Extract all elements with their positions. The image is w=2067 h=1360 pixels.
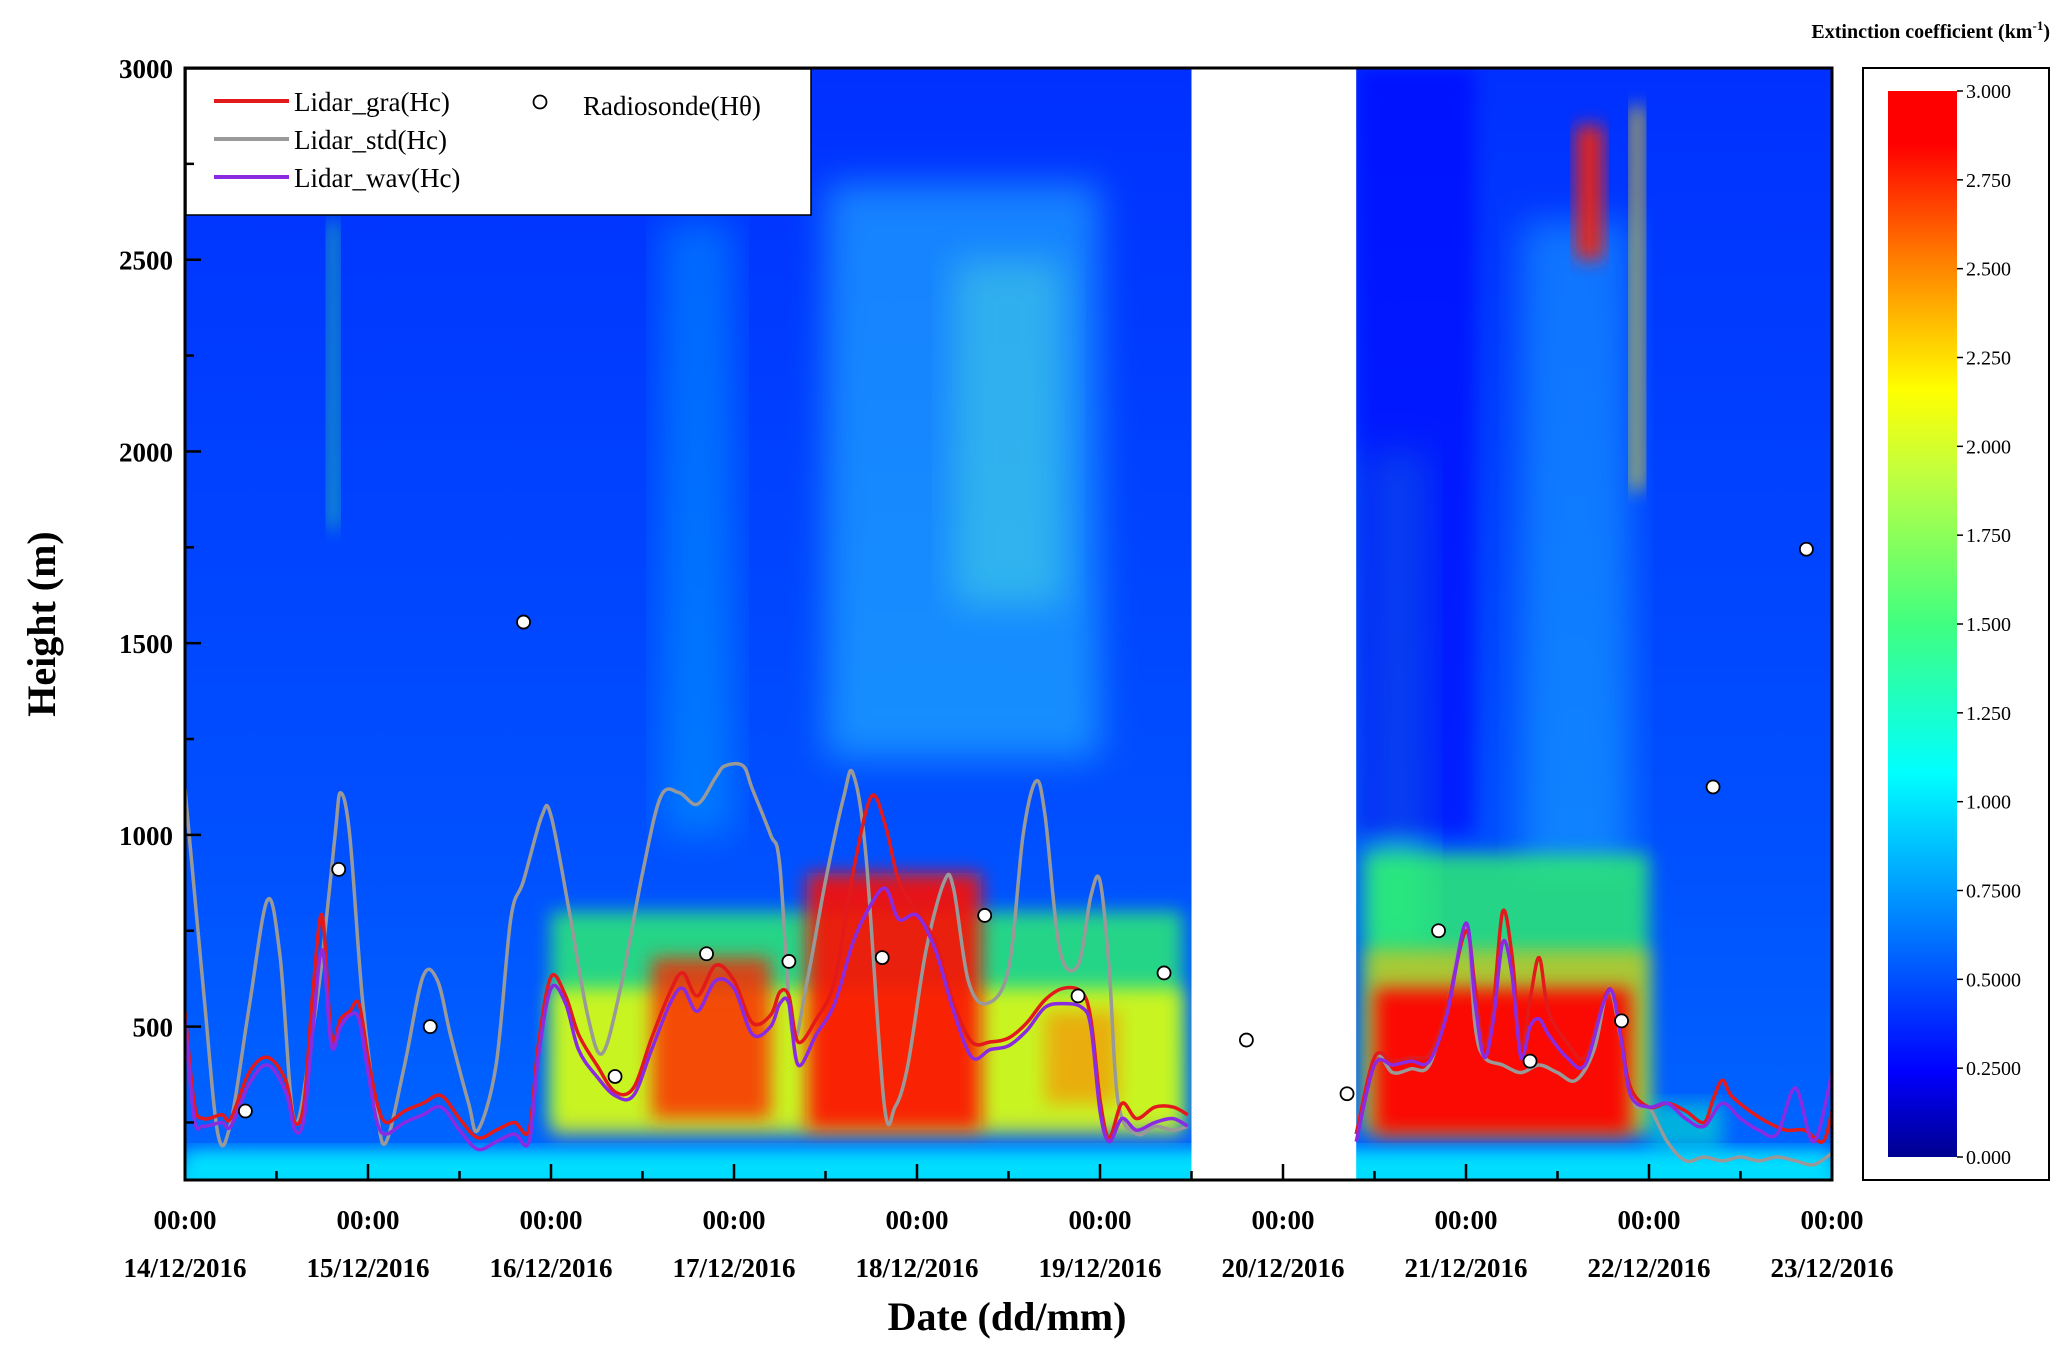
radiosonde-point — [1798, 541, 1814, 557]
plot-area — [183, 66, 1834, 1182]
x-tick-time: 00:00 — [886, 1205, 949, 1235]
x-tick-time: 00:00 — [1069, 1205, 1132, 1235]
colorbar-tick-label: 2.500 — [1966, 259, 2011, 281]
heatmap-region — [651, 957, 771, 1119]
x-tick-date: 15/12/2016 — [306, 1253, 429, 1283]
data-gap — [1191, 68, 1357, 1180]
colorbar-tick-label: 3.000 — [1966, 81, 2011, 103]
legend-swatch — [532, 94, 548, 110]
x-axis: 00:00 14/12/2016 00:00 15/12/2016 00:00 16/12… — [123, 1164, 1894, 1283]
colorbar-tick-label: 1.500 — [1966, 614, 2011, 636]
colorbar-title: Extinction coefficient (km-1) — [1811, 18, 2050, 43]
y-tick-label: 2000 — [119, 437, 173, 467]
radiosonde-point — [977, 908, 993, 923]
radiosonde-point — [874, 950, 890, 965]
series-line — [1354, 921, 1832, 1144]
heatmap-region — [1630, 106, 1644, 490]
heatmap-region — [1520, 221, 1631, 874]
colorbar-tick-label: 1.000 — [1966, 792, 2011, 814]
legend-label: Radiosonde(Hθ) — [583, 91, 761, 121]
legend-label: Lidar_gra(Hc) — [294, 87, 450, 117]
colorbar-tick-label: 0.2500 — [1966, 1058, 2021, 1080]
heatmap-region — [953, 259, 1064, 605]
radiosonde-point — [699, 946, 714, 962]
x-tick-time: 00:00 — [703, 1205, 766, 1235]
x-tick-date: 19/12/2016 — [1038, 1253, 1161, 1283]
legend-label: Lidar_wav(Hc) — [294, 163, 460, 193]
series-line — [185, 793, 1189, 1140]
x-tick-time: 00:00 — [1801, 1205, 1864, 1235]
radiosonde-point — [607, 1069, 623, 1084]
legend: Lidar_gra(Hc) Lidar_std(Hc) Lidar_wav(Hc) R… — [185, 68, 812, 216]
radiosonde-point — [1239, 1032, 1254, 1048]
heatmap-background — [185, 68, 1832, 1180]
gap-region — [1191, 68, 1357, 1180]
x-tick-time: 00:00 — [520, 1205, 583, 1235]
colorbar-tick-label: 0.5000 — [1966, 969, 2021, 991]
y-tick-label: 3000 — [119, 54, 173, 84]
heatmap-region — [1575, 125, 1604, 260]
series-line — [185, 886, 1189, 1152]
x-tick-date: 23/12/2016 — [1770, 1253, 1893, 1283]
colorbar-tick-label: 2.250 — [1966, 348, 2011, 370]
x-tick-date: 17/12/2016 — [672, 1253, 795, 1283]
colorbar-tick-label: 0.000 — [1966, 1147, 2011, 1169]
radiosonde-point — [516, 614, 531, 630]
colorbar-tick-label: 0.7500 — [1966, 881, 2021, 903]
x-tick-time: 00:00 — [1252, 1205, 1315, 1235]
colorbar: Extinction coefficient (km-1) 3.000 2.750… — [1811, 18, 2050, 1181]
legend-label: Lidar_std(Hc) — [294, 125, 447, 155]
radiosonde-points — [237, 541, 1814, 1119]
colorbar-tick-label: 2.000 — [1966, 436, 2011, 458]
x-tick-date: 16/12/2016 — [489, 1253, 612, 1283]
radiosonde-point — [422, 1019, 438, 1035]
y-tick-label: 1000 — [119, 821, 173, 851]
radiosonde-point — [1614, 1013, 1629, 1029]
x-tick-time: 00:00 — [1618, 1205, 1681, 1235]
radiosonde-point — [1705, 779, 1721, 795]
series-lines — [185, 761, 1832, 1167]
x-axis-label: Date (dd/mm) — [888, 1294, 1127, 1339]
radiosonde-point — [1522, 1053, 1538, 1069]
radiosonde-point — [237, 1103, 253, 1119]
colorbar-tick-label: 1.750 — [1966, 525, 2011, 547]
x-tick-time: 00:00 — [1435, 1205, 1498, 1235]
y-tick-label: 2500 — [119, 246, 173, 276]
radiosonde-point — [331, 862, 347, 877]
colorbar-tick-label: 1.250 — [1966, 703, 2011, 725]
heatmap-region — [1356, 68, 1476, 835]
heatmap-region — [327, 221, 339, 529]
legend-box — [185, 68, 812, 216]
x-tick-time: 00:00 — [154, 1205, 217, 1235]
radiosonde-point — [1339, 1086, 1355, 1102]
y-tick-label: 1500 — [119, 629, 173, 659]
x-tick-date: 20/12/2016 — [1221, 1253, 1344, 1283]
x-tick-date: 14/12/2016 — [123, 1253, 246, 1283]
radiosonde-point — [1070, 988, 1086, 1004]
colorbar-tick-label: 2.750 — [1966, 170, 2011, 192]
y-tick-label: 500 — [133, 1013, 174, 1043]
colorbar-gradient — [1888, 91, 1957, 1157]
x-tick-date: 22/12/2016 — [1587, 1253, 1710, 1283]
radiosonde-point — [1431, 923, 1446, 939]
heatmap-region — [660, 221, 734, 835]
y-axis: 500 1000 1500 2000 2500 3000 — [119, 54, 201, 1124]
radiosonde-point — [781, 954, 797, 969]
y-axis-label: Height (m) — [19, 531, 64, 717]
x-tick-date: 21/12/2016 — [1404, 1253, 1527, 1283]
heatmap-region — [1045, 1011, 1119, 1104]
series-line — [185, 761, 1189, 1148]
x-tick-time: 00:00 — [337, 1205, 400, 1235]
radiosonde-point — [1156, 965, 1172, 981]
x-tick-date: 18/12/2016 — [855, 1253, 978, 1283]
